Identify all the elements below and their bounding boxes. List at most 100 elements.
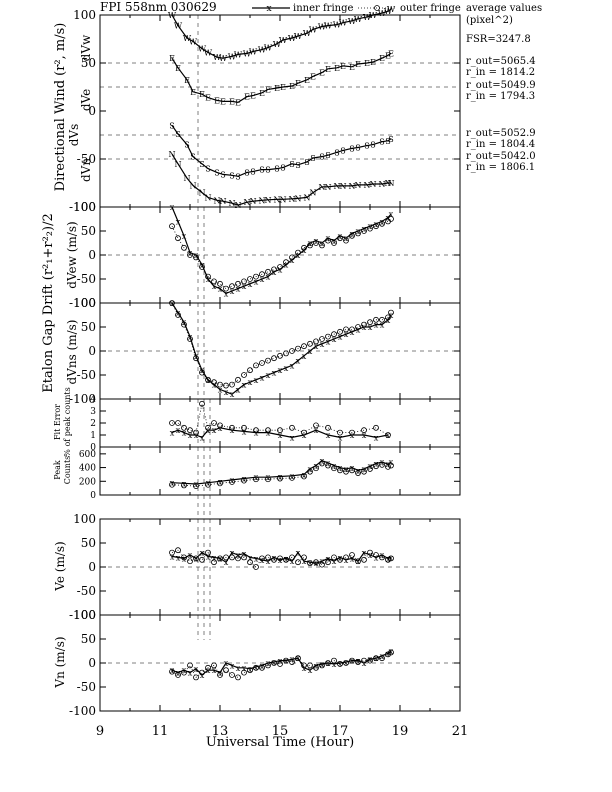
vn-outer-point bbox=[289, 659, 295, 665]
vn-y-tick-label: -50 bbox=[77, 680, 96, 694]
ve-outer-point bbox=[385, 556, 391, 563]
dvns-outer-point bbox=[229, 381, 235, 388]
dvew-outer-point bbox=[373, 223, 379, 230]
dir-y-tick-label: 0 bbox=[88, 104, 96, 118]
peak-outer-point bbox=[337, 467, 343, 474]
peak-outer-point bbox=[289, 474, 295, 481]
peak-outer-point bbox=[265, 476, 271, 483]
peak-outer-point bbox=[253, 476, 259, 483]
dir-point-N: N bbox=[205, 193, 212, 202]
vn-outer-line bbox=[171, 652, 392, 679]
peak-y-tick-label: 200 bbox=[79, 477, 96, 487]
dir-point-N: N bbox=[319, 183, 326, 192]
dir-point-W: W bbox=[189, 37, 198, 46]
dvew-outer-point bbox=[187, 252, 193, 258]
legend: x inner fringe outer fringe bbox=[252, 3, 461, 14]
dir-point-S: S bbox=[379, 138, 384, 147]
dir-point-S: S bbox=[325, 151, 330, 160]
dir-point-N: N bbox=[364, 181, 371, 190]
dvns-outer-point bbox=[319, 336, 325, 342]
peak-inner-point: x bbox=[278, 472, 283, 481]
dir-series-N bbox=[171, 153, 391, 206]
x-tick-label: 17 bbox=[332, 724, 349, 739]
fit-outer-point bbox=[187, 427, 193, 434]
dir-point-E: E bbox=[379, 54, 385, 63]
dir-point-W: W bbox=[198, 45, 207, 54]
dvns-outer-point bbox=[277, 352, 283, 359]
vn-outer-point bbox=[193, 674, 199, 681]
dvns-outer-point bbox=[223, 382, 229, 389]
dvew-inner-point: x bbox=[182, 232, 187, 241]
dir-point-N: N bbox=[175, 160, 182, 169]
x-tick-label: 11 bbox=[152, 724, 169, 739]
dir-point-S: S bbox=[169, 121, 174, 130]
dvew-inner-point: x bbox=[188, 249, 193, 258]
vn-outer-point bbox=[265, 662, 271, 669]
dvns-inner-point: x bbox=[362, 323, 367, 332]
dvew-inner-point: x bbox=[296, 251, 301, 260]
ve-inner-point: x bbox=[380, 551, 385, 560]
fit-inner-point: x bbox=[212, 426, 217, 435]
dir-point-N: N bbox=[385, 179, 392, 188]
dir-point-E: E bbox=[289, 82, 295, 91]
dvns-outer-point bbox=[295, 345, 301, 352]
dvns-outer-point bbox=[199, 369, 205, 376]
vn-outer-point bbox=[187, 662, 193, 669]
ve-inner-point: x bbox=[194, 554, 199, 563]
dvns-outer-point bbox=[175, 312, 181, 318]
fit-inner-point: x bbox=[326, 431, 331, 440]
dir-point-S: S bbox=[319, 153, 324, 162]
vn-outer-point bbox=[355, 659, 361, 665]
vn-outer-point bbox=[367, 657, 373, 664]
fit-outer-point bbox=[349, 429, 355, 436]
dir-point-S: S bbox=[175, 130, 180, 139]
ve-outer-point bbox=[319, 561, 325, 568]
dir-point-W: W bbox=[378, 9, 387, 18]
vn-inner-point: x bbox=[266, 659, 271, 668]
dvns-outer-point bbox=[325, 333, 331, 340]
dir-point-S: S bbox=[214, 168, 219, 177]
s-in: r_in = 1804.4 bbox=[466, 139, 535, 150]
dvns-inner-point: x bbox=[230, 390, 235, 399]
fit-outer-point bbox=[253, 427, 259, 434]
dir-point-N: N bbox=[289, 195, 296, 204]
vn-inner-point: x bbox=[182, 666, 187, 675]
vn-outer-point bbox=[337, 661, 343, 667]
vn-outer-point bbox=[169, 668, 175, 675]
dvew-outer-point bbox=[361, 228, 367, 234]
vn-inner-point: x bbox=[368, 655, 373, 664]
ve-inner-point: x bbox=[284, 554, 289, 563]
dir-point-W: W bbox=[219, 54, 228, 63]
dvns-outer-point bbox=[343, 326, 349, 333]
vn-outer-point bbox=[247, 667, 253, 674]
ve-outer-point bbox=[175, 547, 181, 554]
dir-point-W: W bbox=[387, 5, 396, 14]
dvns-outer-point bbox=[367, 319, 373, 326]
fit-inner-point: x bbox=[200, 433, 205, 442]
fit-outer-point bbox=[289, 424, 295, 431]
dvns-inner-point: x bbox=[284, 364, 289, 373]
dir-point-S: S bbox=[250, 167, 255, 176]
fit-inner-point: x bbox=[188, 431, 193, 440]
dvns-inner-point: x bbox=[290, 361, 295, 370]
dvns-outer-point bbox=[193, 355, 199, 362]
fit-inner-point: x bbox=[266, 429, 271, 438]
dvns-outer-point bbox=[361, 321, 367, 328]
dvew-inner-point: x bbox=[176, 217, 181, 226]
dir-y-tick-label: 50 bbox=[81, 56, 96, 70]
ve-outer-point bbox=[193, 555, 199, 562]
ve-inner-point: x bbox=[362, 549, 367, 558]
dir-point-N: N bbox=[169, 150, 176, 159]
dvns-outer-point bbox=[259, 360, 265, 366]
dvew-y-tick-label: -50 bbox=[77, 272, 96, 286]
dir-point-S: S bbox=[289, 160, 294, 169]
vn-inner-point: x bbox=[320, 660, 325, 669]
dir-point-W: W bbox=[243, 49, 252, 58]
dir-point-W: W bbox=[363, 13, 372, 22]
dvns-outer-point bbox=[283, 350, 289, 357]
ve-y-tick-label: 50 bbox=[81, 536, 96, 550]
dir-point-N: N bbox=[190, 181, 197, 190]
vn-outer-point bbox=[313, 664, 319, 671]
vn-inner-point: x bbox=[212, 666, 217, 675]
dvew-outer-point bbox=[313, 240, 319, 246]
